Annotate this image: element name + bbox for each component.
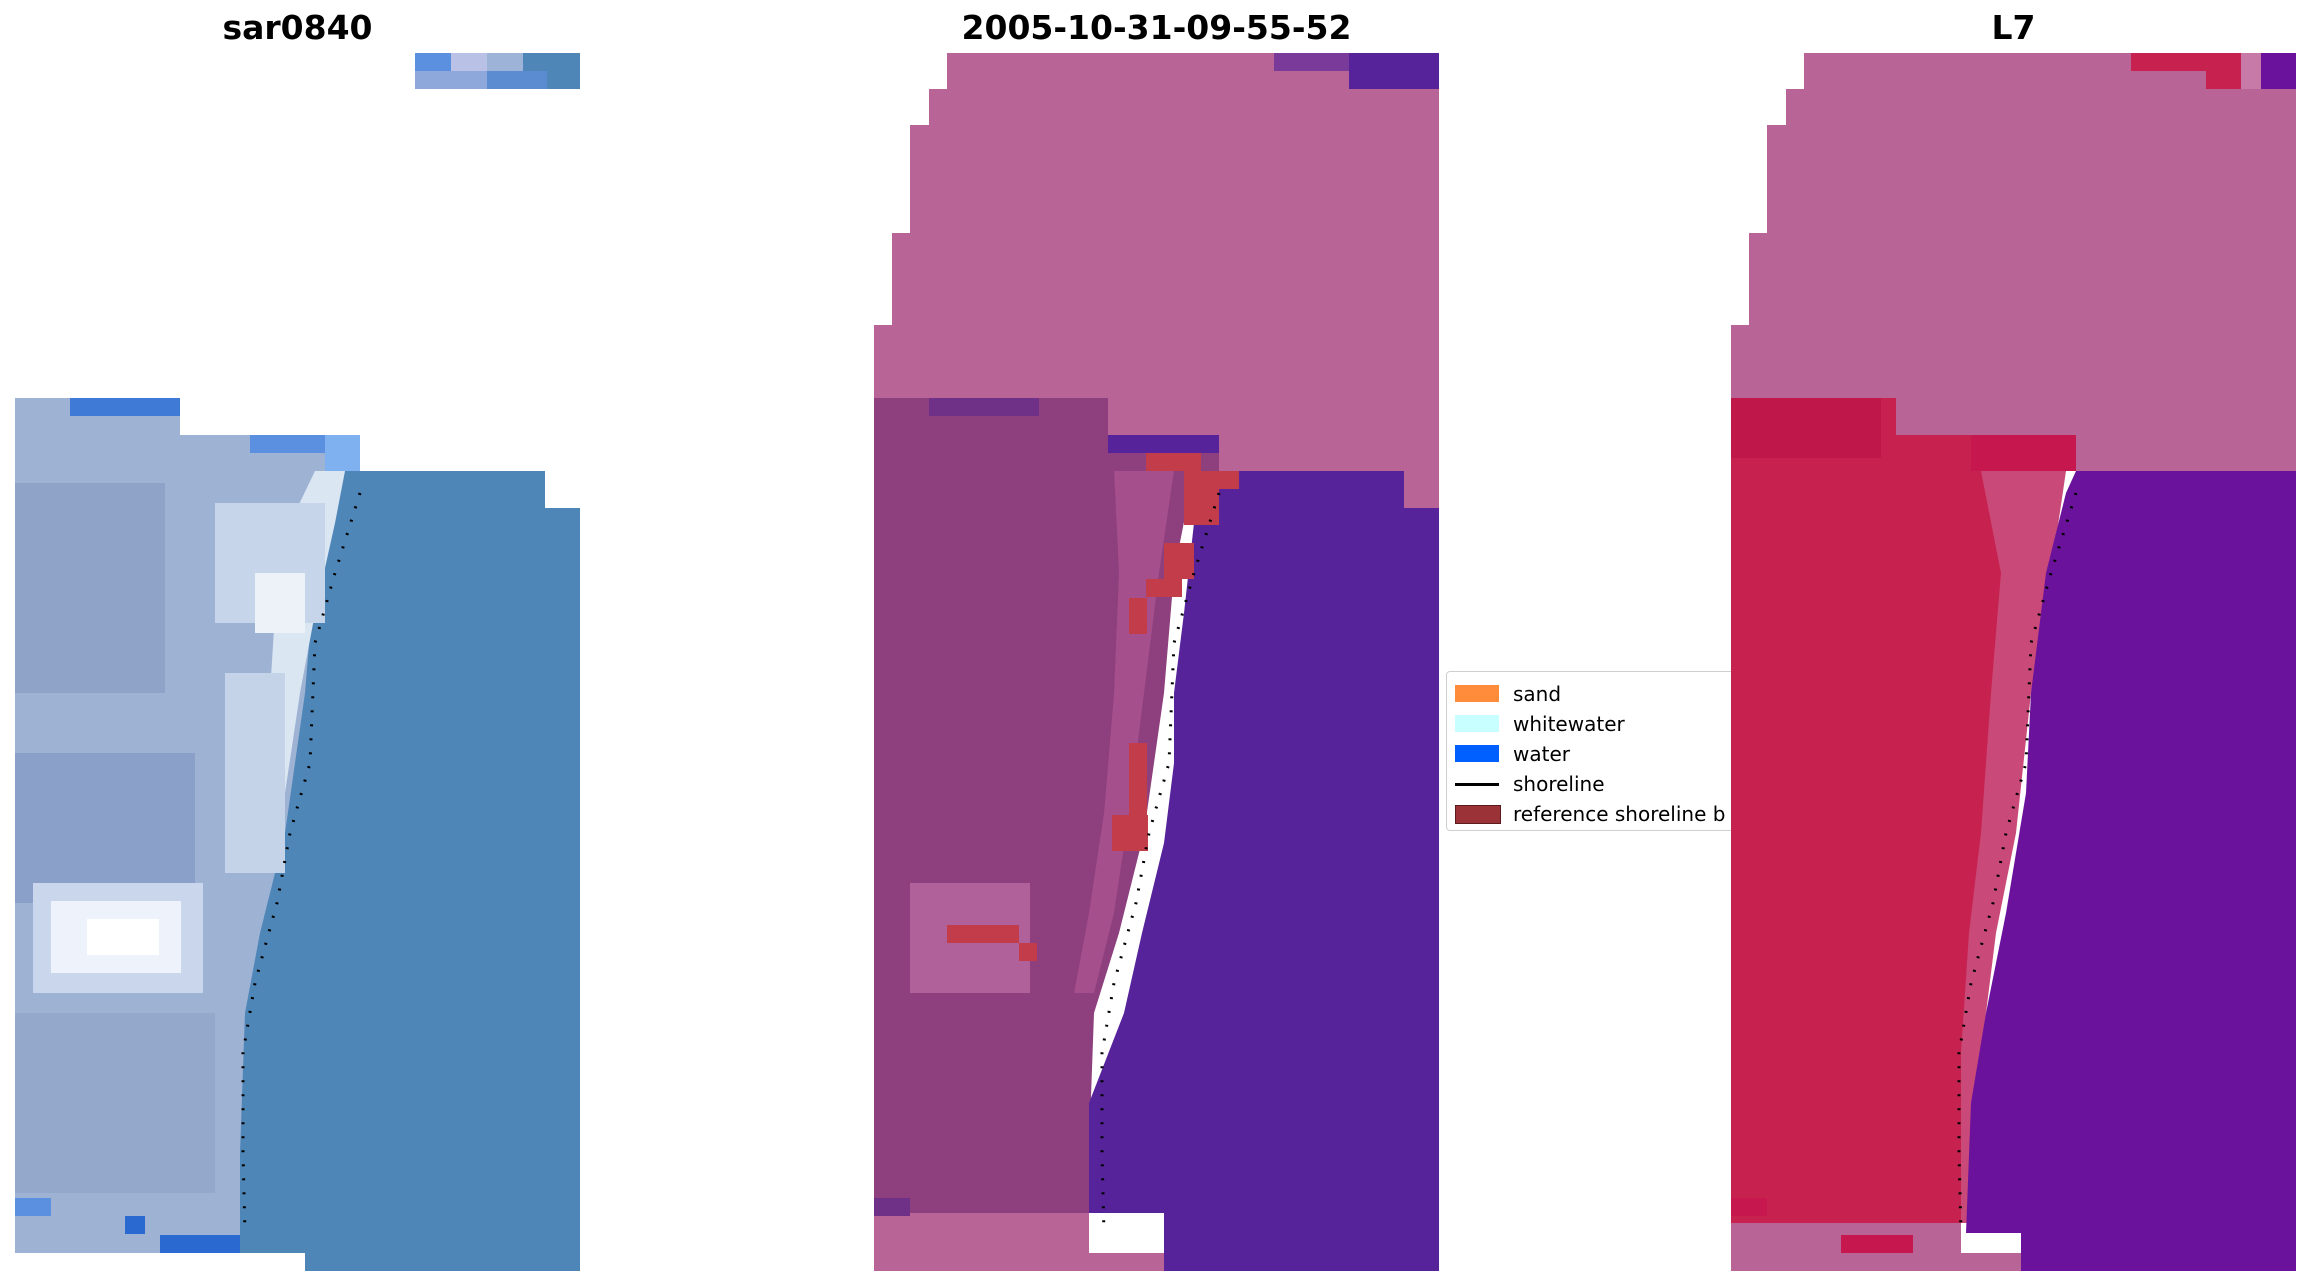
index-image [1731, 53, 2296, 1271]
legend-item-whitewater: whitewater [1447, 711, 1747, 737]
panel-title-rgb: sar0840 [222, 8, 373, 47]
legend-item-water: water [1447, 741, 1747, 767]
reference-buffer-swatch [1455, 805, 1501, 824]
panel-title-index: L7 [1991, 8, 2036, 47]
whitewater-swatch [1455, 715, 1499, 732]
index-panel [1731, 53, 2296, 1271]
panel-title-classification: 2005-10-31-09-55-52 [961, 8, 1352, 47]
classification-panel [874, 53, 1439, 1271]
legend-item-shoreline: shoreline [1447, 771, 1747, 797]
water-swatch [1455, 745, 1499, 762]
legend-label: water [1513, 742, 1570, 766]
legend: sand whitewater water shoreline referenc… [1446, 671, 1748, 831]
legend-item-sand: sand [1447, 681, 1747, 707]
legend-label: whitewater [1513, 712, 1625, 736]
legend-label: reference shoreline b [1513, 802, 1726, 826]
legend-label: shoreline [1513, 772, 1605, 796]
classification-image [874, 53, 1439, 1271]
sand-swatch [1455, 685, 1499, 702]
rgb-image-panel [15, 53, 580, 1271]
rgb-image [15, 53, 580, 1271]
shoreline-line-swatch [1455, 783, 1499, 786]
legend-label: sand [1513, 682, 1562, 706]
legend-item-reference-buffer: reference shoreline b [1447, 801, 1747, 827]
